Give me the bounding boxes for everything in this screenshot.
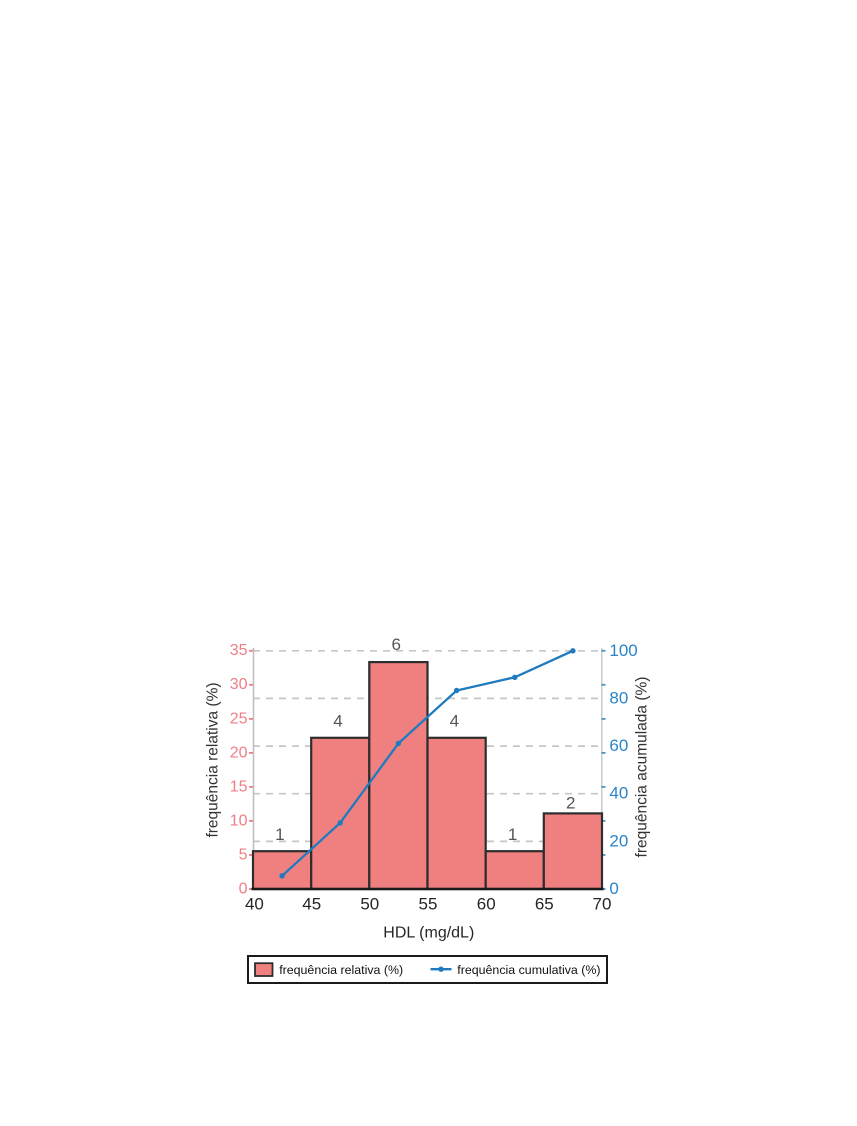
svg-text:25: 25: [230, 710, 248, 727]
svg-text:60: 60: [477, 895, 496, 914]
svg-text:frequência acumulada (%): frequência acumulada (%): [634, 677, 651, 858]
svg-text:80: 80: [609, 688, 628, 707]
svg-text:45: 45: [302, 895, 321, 914]
svg-text:55: 55: [419, 895, 438, 914]
svg-text:70: 70: [593, 895, 612, 914]
svg-text:frequência cumulativa (%): frequência cumulativa (%): [457, 963, 600, 977]
svg-text:1: 1: [275, 825, 284, 844]
svg-text:40: 40: [245, 895, 264, 914]
svg-text:1: 1: [508, 825, 517, 844]
svg-text:0: 0: [239, 880, 248, 897]
svg-text:50: 50: [360, 895, 379, 914]
svg-text:40: 40: [609, 784, 628, 803]
svg-text:4: 4: [333, 711, 342, 730]
svg-text:10: 10: [230, 812, 248, 829]
svg-text:4: 4: [450, 711, 459, 730]
svg-text:HDL (mg/dL): HDL (mg/dL): [383, 924, 474, 941]
svg-text:30: 30: [230, 676, 248, 693]
svg-text:2: 2: [566, 794, 575, 813]
svg-text:0: 0: [609, 879, 618, 898]
svg-text:15: 15: [230, 778, 248, 795]
svg-text:100: 100: [609, 641, 637, 660]
svg-text:frequência relativa (%): frequência relativa (%): [205, 682, 222, 837]
svg-text:60: 60: [609, 736, 628, 755]
svg-text:6: 6: [391, 635, 400, 654]
svg-text:35: 35: [230, 642, 248, 659]
svg-text:frequência relativa (%): frequência relativa (%): [279, 963, 403, 977]
svg-text:5: 5: [239, 846, 248, 863]
svg-text:20: 20: [609, 831, 628, 850]
svg-text:20: 20: [230, 744, 248, 761]
svg-text:65: 65: [535, 895, 554, 914]
